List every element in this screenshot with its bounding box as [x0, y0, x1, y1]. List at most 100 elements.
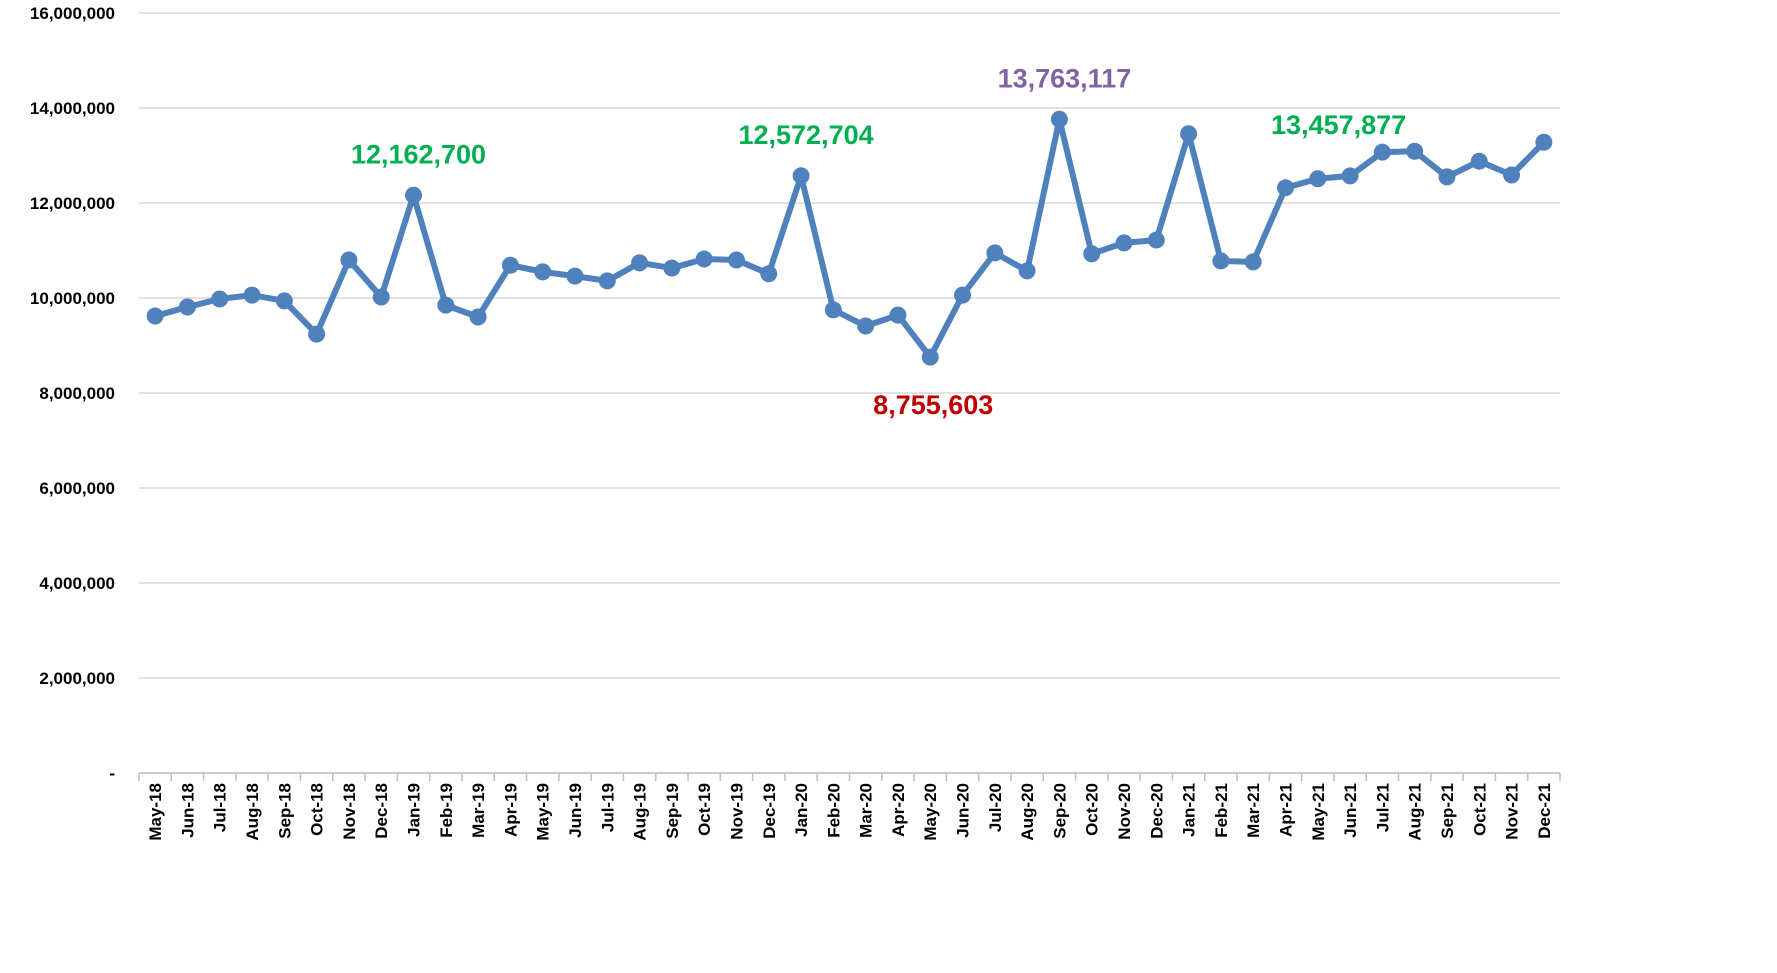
data-point [1212, 252, 1229, 269]
x-tick-label: Jul-18 [211, 783, 230, 832]
data-point [405, 187, 422, 204]
x-tick-label: Nov-19 [727, 783, 746, 840]
data-point [889, 307, 906, 324]
data-label: 12,572,704 [738, 120, 873, 150]
x-tick-label: Nov-21 [1503, 783, 1522, 840]
y-tick-label: 14,000,000 [30, 99, 115, 118]
data-point [534, 263, 551, 280]
data-point [1148, 232, 1165, 249]
data-point [922, 349, 939, 366]
x-tick-label: Sep-20 [1050, 783, 1069, 839]
data-point [1471, 153, 1488, 170]
x-tick-label: Dec-19 [760, 783, 779, 839]
y-tick-label: 6,000,000 [39, 479, 115, 498]
data-point [1535, 134, 1552, 151]
data-point [663, 260, 680, 277]
x-tick-label: Dec-20 [1147, 783, 1166, 839]
data-point [1051, 111, 1068, 128]
data-point [1438, 168, 1455, 185]
data-point [1309, 170, 1326, 187]
x-tick-label: Nov-20 [1115, 783, 1134, 840]
data-point [1374, 144, 1391, 161]
data-point [211, 290, 228, 307]
x-tick-label: Mar-20 [857, 783, 876, 838]
y-tick-label: - [109, 764, 115, 783]
y-tick-label: 16,000,000 [30, 4, 115, 23]
y-tick-label: 12,000,000 [30, 194, 115, 213]
data-point [728, 252, 745, 269]
x-tick-label: Feb-20 [824, 783, 843, 838]
x-tick-label: Mar-19 [469, 783, 488, 838]
data-point [340, 252, 357, 269]
data-point [696, 251, 713, 268]
data-point [857, 318, 874, 335]
x-tick-label: Aug-18 [243, 783, 262, 841]
x-tick-label: Nov-18 [340, 783, 359, 840]
x-tick-label: Jun-20 [954, 783, 973, 838]
y-tick-label: 2,000,000 [39, 669, 115, 688]
x-tick-label: May-21 [1309, 783, 1328, 841]
data-point [825, 301, 842, 318]
data-point [566, 268, 583, 285]
x-tick-label: May-20 [921, 783, 940, 841]
data-label: 8,755,603 [873, 390, 993, 420]
data-point [1503, 166, 1520, 183]
x-tick-label: Dec-21 [1535, 783, 1554, 839]
data-point [1277, 179, 1294, 196]
x-tick-label: Sep-19 [663, 783, 682, 839]
x-tick-label: Jul-20 [986, 783, 1005, 832]
x-tick-label: Oct-21 [1470, 783, 1489, 836]
x-tick-label: Jan-19 [405, 783, 424, 837]
data-point [502, 257, 519, 274]
y-tick-label: 4,000,000 [39, 574, 115, 593]
data-point [470, 309, 487, 326]
x-tick-label: Sep-21 [1438, 783, 1457, 839]
data-point [1342, 167, 1359, 184]
data-point [437, 297, 454, 314]
data-point [986, 244, 1003, 261]
data-point [1245, 253, 1262, 270]
data-label: 13,763,117 [998, 63, 1132, 93]
data-point [276, 292, 293, 309]
x-tick-label: May-19 [534, 783, 553, 841]
x-tick-label: Feb-19 [437, 783, 456, 838]
x-tick-label: Apr-20 [889, 783, 908, 837]
x-tick-label: May-18 [146, 783, 165, 841]
x-tick-label: Jul-21 [1373, 783, 1392, 832]
y-tick-label: 10,000,000 [30, 289, 115, 308]
x-tick-label: Jul-19 [598, 783, 617, 832]
x-tick-label: Aug-19 [631, 783, 650, 841]
x-tick-label: Jan-21 [1180, 783, 1199, 837]
data-label: 13,457,877 [1271, 110, 1406, 140]
y-tick-label: 8,000,000 [39, 384, 115, 403]
data-point [308, 326, 325, 343]
x-tick-label: Oct-18 [308, 783, 327, 836]
data-label: 12,162,700 [351, 139, 486, 169]
data-point [244, 287, 261, 304]
x-tick-label: Mar-21 [1244, 783, 1263, 838]
data-point [1083, 245, 1100, 262]
data-point [760, 265, 777, 282]
data-point [373, 289, 390, 306]
x-tick-label: Apr-19 [501, 783, 520, 837]
x-tick-label: Jun-21 [1341, 783, 1360, 838]
x-tick-label: Jun-19 [566, 783, 585, 838]
data-point [1116, 234, 1133, 251]
data-point [793, 167, 810, 184]
x-tick-label: Feb-21 [1212, 783, 1231, 838]
data-point [954, 287, 971, 304]
x-tick-label: Aug-21 [1406, 783, 1425, 841]
data-point [599, 272, 616, 289]
x-tick-label: Jan-20 [792, 783, 811, 837]
data-point [1019, 262, 1036, 279]
data-point [147, 308, 164, 325]
x-tick-label: Oct-19 [695, 783, 714, 836]
x-tick-label: Apr-21 [1276, 783, 1295, 837]
x-tick-label: Sep-18 [275, 783, 294, 839]
data-point [1180, 125, 1197, 142]
data-point [179, 299, 196, 316]
x-tick-label: Oct-20 [1083, 783, 1102, 836]
data-point [631, 254, 648, 271]
x-tick-label: Dec-18 [372, 783, 391, 839]
x-tick-label: Jun-18 [178, 783, 197, 838]
